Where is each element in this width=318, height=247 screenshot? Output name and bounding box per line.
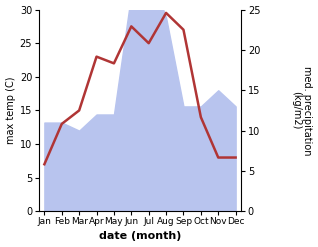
Y-axis label: max temp (C): max temp (C) — [5, 77, 16, 144]
Y-axis label: med. precipitation
(kg/m2): med. precipitation (kg/m2) — [291, 66, 313, 155]
X-axis label: date (month): date (month) — [99, 231, 181, 242]
